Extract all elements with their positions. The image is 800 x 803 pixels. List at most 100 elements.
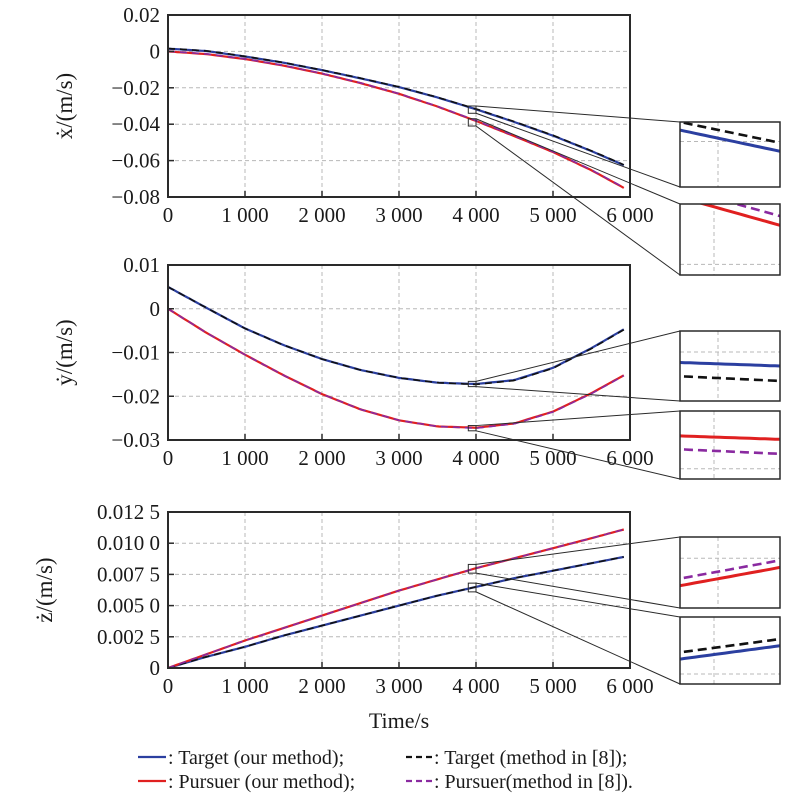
x-tick-label: 6 000 xyxy=(606,446,653,470)
inset-series-line-target-ref xyxy=(680,637,780,654)
x-tick-label: 6 000 xyxy=(606,203,653,227)
x-tick-label: 4 000 xyxy=(452,674,499,698)
x-tick-label: 0 xyxy=(163,203,174,227)
legend-entry-target-ours: : Target (our method); xyxy=(138,747,344,769)
legend-label: : Pursuer (our method); xyxy=(168,771,355,793)
y-tick-label: −0.02 xyxy=(111,76,160,100)
x-tick-label: 3 000 xyxy=(375,203,422,227)
series-line-pursuer-ours xyxy=(167,50,625,189)
y-tick-label: −0.04 xyxy=(111,112,160,136)
inset-lines xyxy=(698,204,780,227)
inset-lines xyxy=(680,122,780,153)
y-tick-label: 0.005 0 xyxy=(97,594,160,618)
legend-entry-pursuer-ours: : Pursuer (our method); xyxy=(138,771,355,793)
legend-label: : Target (our method); xyxy=(168,747,344,769)
y-tick-label: 0.02 xyxy=(123,3,160,27)
series-line-pursuer-ref xyxy=(167,308,625,430)
zoom-inset xyxy=(679,410,781,480)
zoom-connector-line xyxy=(475,430,681,480)
y-axis-label: ẋ/(m/s) xyxy=(52,73,77,139)
inset-frame xyxy=(679,616,781,685)
y-tick-label: −0.02 xyxy=(111,384,160,408)
legend: : Target (our method); : Target (method i… xyxy=(138,747,633,793)
series-line-target-ours xyxy=(167,285,625,386)
inset-frame xyxy=(679,330,781,402)
y-tick-label: 0.01 xyxy=(123,253,160,277)
series-line-target-ours xyxy=(167,555,625,670)
inset-series-line-target-ours xyxy=(680,360,780,368)
inset-series-line-pursuer-ours xyxy=(680,565,780,588)
zoom-inset xyxy=(679,616,781,685)
x-tick-label: 5 000 xyxy=(529,203,576,227)
inset-frame xyxy=(679,121,781,188)
zoom-inset xyxy=(679,203,781,276)
inset-lines xyxy=(680,360,780,383)
series-line-target-ours xyxy=(167,47,625,167)
zoom-connector-line xyxy=(475,330,681,382)
y-tick-label: 0.010 0 xyxy=(97,531,160,555)
series-line-pursuer-ref xyxy=(167,50,625,189)
inset-series-line-pursuer-ref xyxy=(731,204,780,218)
x-tick-label: 3 000 xyxy=(375,446,422,470)
inset-background xyxy=(680,204,780,275)
x-tick-label: 0 xyxy=(163,446,174,470)
subplots: 0 1 000 2 000 3 000 4 000 5 000 6 000 −0.08 −0.0… xyxy=(32,3,781,698)
x-tick-label: 5 000 xyxy=(529,446,576,470)
legend-label: : Pursuer(method in [8]). xyxy=(434,771,633,793)
zoom-connector-line xyxy=(475,536,681,565)
inset-series-line-target-ours xyxy=(680,128,780,153)
inset-lines xyxy=(680,434,780,456)
x-tick-label: 1 000 xyxy=(221,446,268,470)
inset-series-line-pursuer-ref xyxy=(680,447,780,456)
zoom-region-box xyxy=(467,105,477,114)
legend-entry-pursuer-ref: : Pursuer(method in [8]). xyxy=(406,771,633,793)
y-tick-label: −0.06 xyxy=(111,149,160,173)
zoom-region-box xyxy=(467,380,477,388)
subplot-1: 0 1 000 2 000 3 000 4 000 5 000 6 000 −0.08 −0.0… xyxy=(52,3,781,276)
x-tick-label: 5 000 xyxy=(529,674,576,698)
zoom-region-box xyxy=(467,582,477,593)
x-tick-label: 3 000 xyxy=(375,674,422,698)
x-tick-label: 1 000 xyxy=(221,674,268,698)
zoom-region-box xyxy=(467,425,477,432)
y-axis-label: ẏ/(m/s) xyxy=(52,319,77,385)
legend-label: : Target (method in [8]); xyxy=(434,747,627,769)
zoom-connector-line xyxy=(475,112,681,188)
zoom-connector-line xyxy=(475,410,681,427)
x-tick-label: 6 000 xyxy=(606,674,653,698)
x-tick-label: 2 000 xyxy=(298,674,345,698)
subplot-2: 0 1 000 2 000 3 000 4 000 5 000 6 000 −0.03 −0.0… xyxy=(52,253,781,480)
inset-series-line-target-ref xyxy=(680,374,780,383)
inset-series-line-target-ref xyxy=(680,122,780,145)
inset-lines xyxy=(680,558,780,588)
series-line-pursuer-ref xyxy=(167,528,625,669)
x-tick-label: 2 000 xyxy=(298,203,345,227)
x-axis-label: Time/s xyxy=(369,708,429,733)
y-tick-label: 0.012 5 xyxy=(97,500,160,524)
zoom-connector-line xyxy=(475,118,681,205)
zoom-connector-line xyxy=(475,125,681,276)
series-line-target-ref xyxy=(167,286,625,386)
y-tick-label: −0.08 xyxy=(111,185,160,209)
zoom-inset xyxy=(679,330,781,402)
inset-frame xyxy=(679,203,781,276)
x-tick-label: 4 000 xyxy=(452,446,499,470)
legend-entry-target-ref: : Target (method in [8]); xyxy=(406,747,627,769)
inset-background xyxy=(680,617,780,684)
y-tick-label: 0.002 5 xyxy=(97,625,160,649)
inset-background xyxy=(680,411,780,479)
zoom-inset xyxy=(679,536,781,609)
y-tick-label: 0 xyxy=(150,39,161,63)
series-line-pursuer-ours xyxy=(167,528,625,670)
zoom-connector-line xyxy=(475,105,681,123)
zoom-connector-line xyxy=(475,582,681,618)
y-tick-label: −0.01 xyxy=(111,341,160,365)
x-tick-label: 1 000 xyxy=(221,203,268,227)
zoom-region-box xyxy=(467,563,477,574)
series-line-target-ref xyxy=(167,47,625,166)
zoom-inset xyxy=(679,121,781,188)
x-tick-label: 4 000 xyxy=(452,203,499,227)
y-tick-label: 0 xyxy=(150,297,161,321)
inset-series-line-pursuer-ref xyxy=(680,558,780,580)
